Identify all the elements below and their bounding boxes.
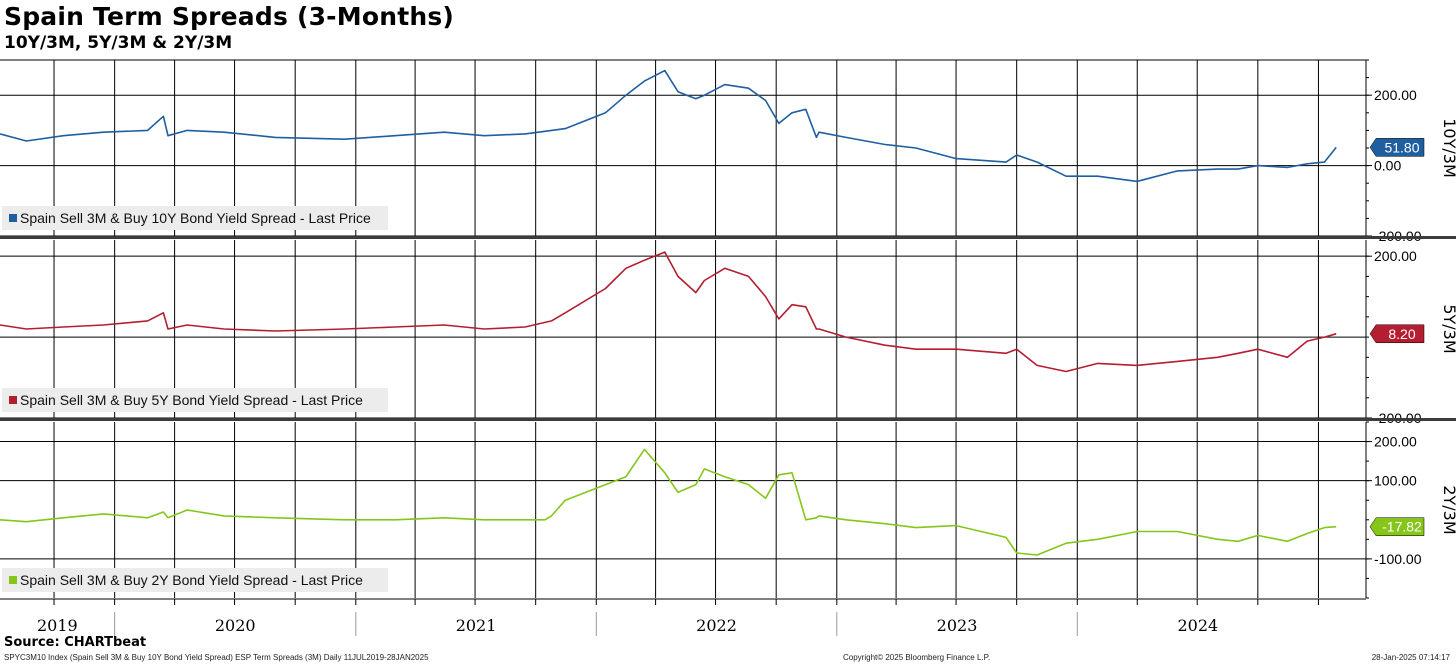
legend-swatch-5y3m bbox=[9, 396, 17, 404]
legend-box-2y3m bbox=[2, 568, 388, 592]
panel-separator bbox=[0, 418, 1456, 421]
y-tick-label: 100.00 bbox=[1374, 473, 1417, 489]
legend-box-10y3m bbox=[2, 206, 388, 230]
y-tick-label: 200.00 bbox=[1374, 87, 1417, 103]
series-line-10y3m bbox=[0, 69, 1337, 183]
axis-label-5y3m: 5Y/3M bbox=[1440, 304, 1456, 353]
chart-subtitle: 10Y/3M, 5Y/3M & 2Y/3M bbox=[4, 33, 233, 53]
y-tick-label: 0.00 bbox=[1374, 158, 1401, 174]
chart-title: Spain Term Spreads (3-Months) bbox=[4, 2, 455, 31]
series-line-2y3m bbox=[0, 448, 1337, 556]
source-note: Source: CHARTbeat bbox=[4, 635, 147, 650]
last-value-label-10y3m: 51.80 bbox=[1384, 139, 1419, 155]
legend-label-2y3m: Spain Sell 3M & Buy 2Y Bond Yield Spread… bbox=[20, 572, 363, 588]
footer-description: SPYC3M10 Index (Spain Sell 3M & Buy 10Y … bbox=[4, 653, 429, 662]
x-year-label: 2019 bbox=[37, 616, 78, 635]
legend-box-5y3m bbox=[2, 388, 388, 412]
x-year-label: 2021 bbox=[456, 616, 497, 635]
y-tick-label: 200.00 bbox=[1374, 248, 1417, 264]
footer-timestamp: 28-Jan-2025 07:14:17 bbox=[1371, 653, 1450, 662]
legend-label-10y3m: Spain Sell 3M & Buy 10Y Bond Yield Sprea… bbox=[20, 210, 371, 226]
series-line-5y3m bbox=[0, 251, 1337, 373]
panel-2y3m: 200.00 100.00 -100.00 -17.82 2Y/3M Spain Sell… bbox=[0, 421, 1456, 599]
x-year-label: 2022 bbox=[696, 616, 737, 635]
x-year-label: 2020 bbox=[215, 616, 256, 635]
x-year-label: 2024 bbox=[1178, 616, 1219, 635]
footer-copyright: Copyright© 2025 Bloomberg Finance L.P. bbox=[843, 653, 991, 662]
last-value-flag-2y3m bbox=[1369, 517, 1425, 536]
panel-separator bbox=[0, 236, 1456, 239]
last-value-label-5y3m: 8.20 bbox=[1388, 326, 1415, 342]
axis-label-2y3m: 2Y/3M bbox=[1440, 485, 1456, 534]
axis-label-10y3m: 10Y/3M bbox=[1440, 118, 1456, 178]
legend-swatch-2y3m bbox=[9, 576, 17, 584]
last-value-flag-10y3m bbox=[1369, 138, 1425, 157]
last-value-label-2y3m: -17.82 bbox=[1382, 519, 1422, 535]
legend-swatch-10y3m bbox=[9, 214, 17, 222]
y-tick-label: 200.00 bbox=[1374, 434, 1417, 450]
x-year-label: 2023 bbox=[937, 616, 978, 635]
y-tick-label: -100.00 bbox=[1374, 551, 1422, 567]
last-value-flag-5y3m bbox=[1369, 324, 1425, 344]
legend-label-5y3m: Spain Sell 3M & Buy 5Y Bond Yield Spread… bbox=[20, 392, 363, 408]
